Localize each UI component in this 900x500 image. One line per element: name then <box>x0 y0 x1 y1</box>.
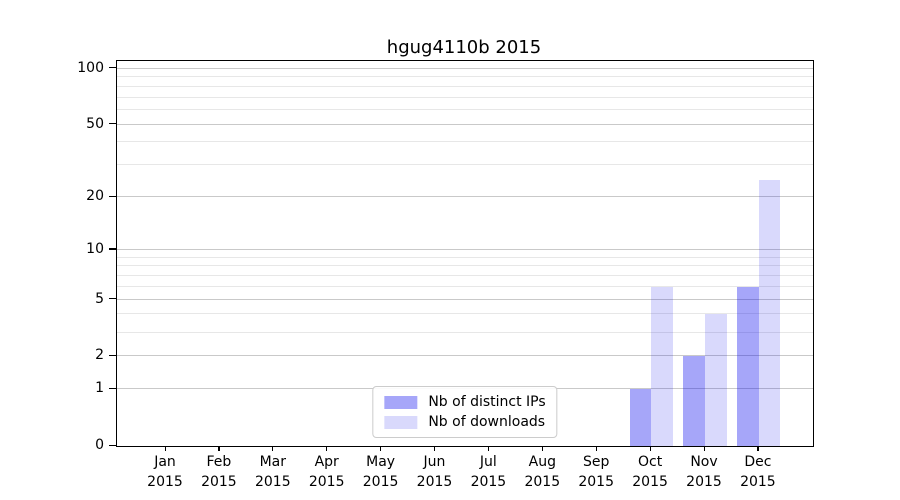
x-tick-mark-feb <box>218 446 220 451</box>
bar-distinct-ips-oct <box>629 389 652 446</box>
x-tick-label-mar: Mar 2015 <box>254 454 291 490</box>
x-tick-mark-jun <box>434 446 436 451</box>
y-tick-label-20: 20 <box>86 188 104 205</box>
y-tick-label-50: 50 <box>86 115 104 132</box>
minor-gridline-40 <box>117 141 813 143</box>
x-tick-mark-jul <box>487 446 490 451</box>
x-tick-mark-jan <box>164 446 166 451</box>
y-tick-label-5: 5 <box>95 290 104 307</box>
x-tick-label-jun: Jun 2015 <box>416 454 453 490</box>
minor-gridline-4 <box>117 313 813 315</box>
x-tick-label-jan: Jan 2015 <box>147 454 183 490</box>
minor-gridline-70 <box>117 96 813 98</box>
plot-area: Nb of distinct IPs Nb of downloads <box>116 60 814 447</box>
x-tick-label-feb: Feb 2015 <box>201 454 237 490</box>
x-tick-label-sep: Sep 2015 <box>578 454 615 490</box>
x-tick-mark-nov <box>703 446 705 451</box>
chart-title: hgug4110b 2015 <box>386 37 542 58</box>
major-gridline-2 <box>117 355 813 357</box>
x-tick-mark-oct <box>649 446 651 451</box>
bar-downloads-nov <box>705 314 727 446</box>
y-tick-mark-100 <box>109 67 116 69</box>
x-tick-mark-apr <box>326 446 328 451</box>
minor-gridline-7 <box>117 275 813 277</box>
legend-swatch-downloads <box>384 415 418 429</box>
legend-label-distinct-ips: Nb of distinct IPs <box>428 394 546 410</box>
x-tick-label-nov: Nov 2015 <box>686 454 722 490</box>
y-tick-label-1: 1 <box>95 380 104 397</box>
major-gridline-100 <box>117 67 813 69</box>
x-tick-mark-aug <box>541 446 543 451</box>
minor-gridline-30 <box>117 164 813 166</box>
major-gridline-5 <box>117 298 813 300</box>
legend-row-downloads: Nb of downloads <box>384 414 545 430</box>
x-tick-label-jul: Jul 2015 <box>470 454 507 490</box>
y-tick-mark-5 <box>109 298 116 300</box>
bar-downloads-dec <box>758 179 781 446</box>
y-tick-label-0: 0 <box>95 437 104 453</box>
x-tick-label-may: May 2015 <box>362 454 399 490</box>
y-tick-mark-50 <box>109 123 116 125</box>
x-tick-mark-mar <box>272 446 274 451</box>
y-tick-label-100: 100 <box>77 59 104 76</box>
bar-distinct-ips-dec <box>737 286 759 446</box>
y-tick-mark-0 <box>109 444 116 446</box>
y-tick-label-2: 2 <box>95 347 104 364</box>
major-gridline-20 <box>117 196 813 198</box>
minor-gridline-90 <box>117 76 813 78</box>
y-tick-mark-10 <box>109 248 116 250</box>
minor-gridline-9 <box>117 256 813 258</box>
legend-swatch-distinct-ips <box>384 395 418 409</box>
bar-distinct-ips-nov <box>683 356 705 446</box>
legend-row-distinct-ips: Nb of distinct IPs <box>384 394 546 410</box>
y-tick-label-10: 10 <box>86 240 104 257</box>
x-tick-label-dec: Dec 2015 <box>740 454 776 490</box>
minor-gridline-6 <box>117 285 813 287</box>
bar-downloads-oct <box>651 286 673 446</box>
minor-gridline-3 <box>117 331 813 333</box>
y-tick-mark-2 <box>109 354 116 356</box>
x-tick-mark-dec <box>757 446 759 451</box>
legend: Nb of distinct IPs Nb of downloads <box>372 386 558 438</box>
minor-gridline-8 <box>117 265 813 267</box>
x-tick-label-apr: Apr 2015 <box>308 454 345 490</box>
x-tick-mark-sep <box>595 446 597 451</box>
x-tick-label-aug: Aug 2015 <box>524 454 561 490</box>
major-gridline-10 <box>117 248 813 250</box>
legend-label-downloads: Nb of downloads <box>428 414 546 430</box>
minor-gridline-60 <box>117 108 813 110</box>
y-tick-mark-1 <box>109 387 116 390</box>
x-tick-label-oct: Oct 2015 <box>632 454 668 490</box>
minor-gridline-80 <box>117 85 813 87</box>
major-gridline-50 <box>117 123 813 125</box>
y-tick-mark-20 <box>109 195 116 197</box>
x-tick-mark-may <box>380 446 382 451</box>
